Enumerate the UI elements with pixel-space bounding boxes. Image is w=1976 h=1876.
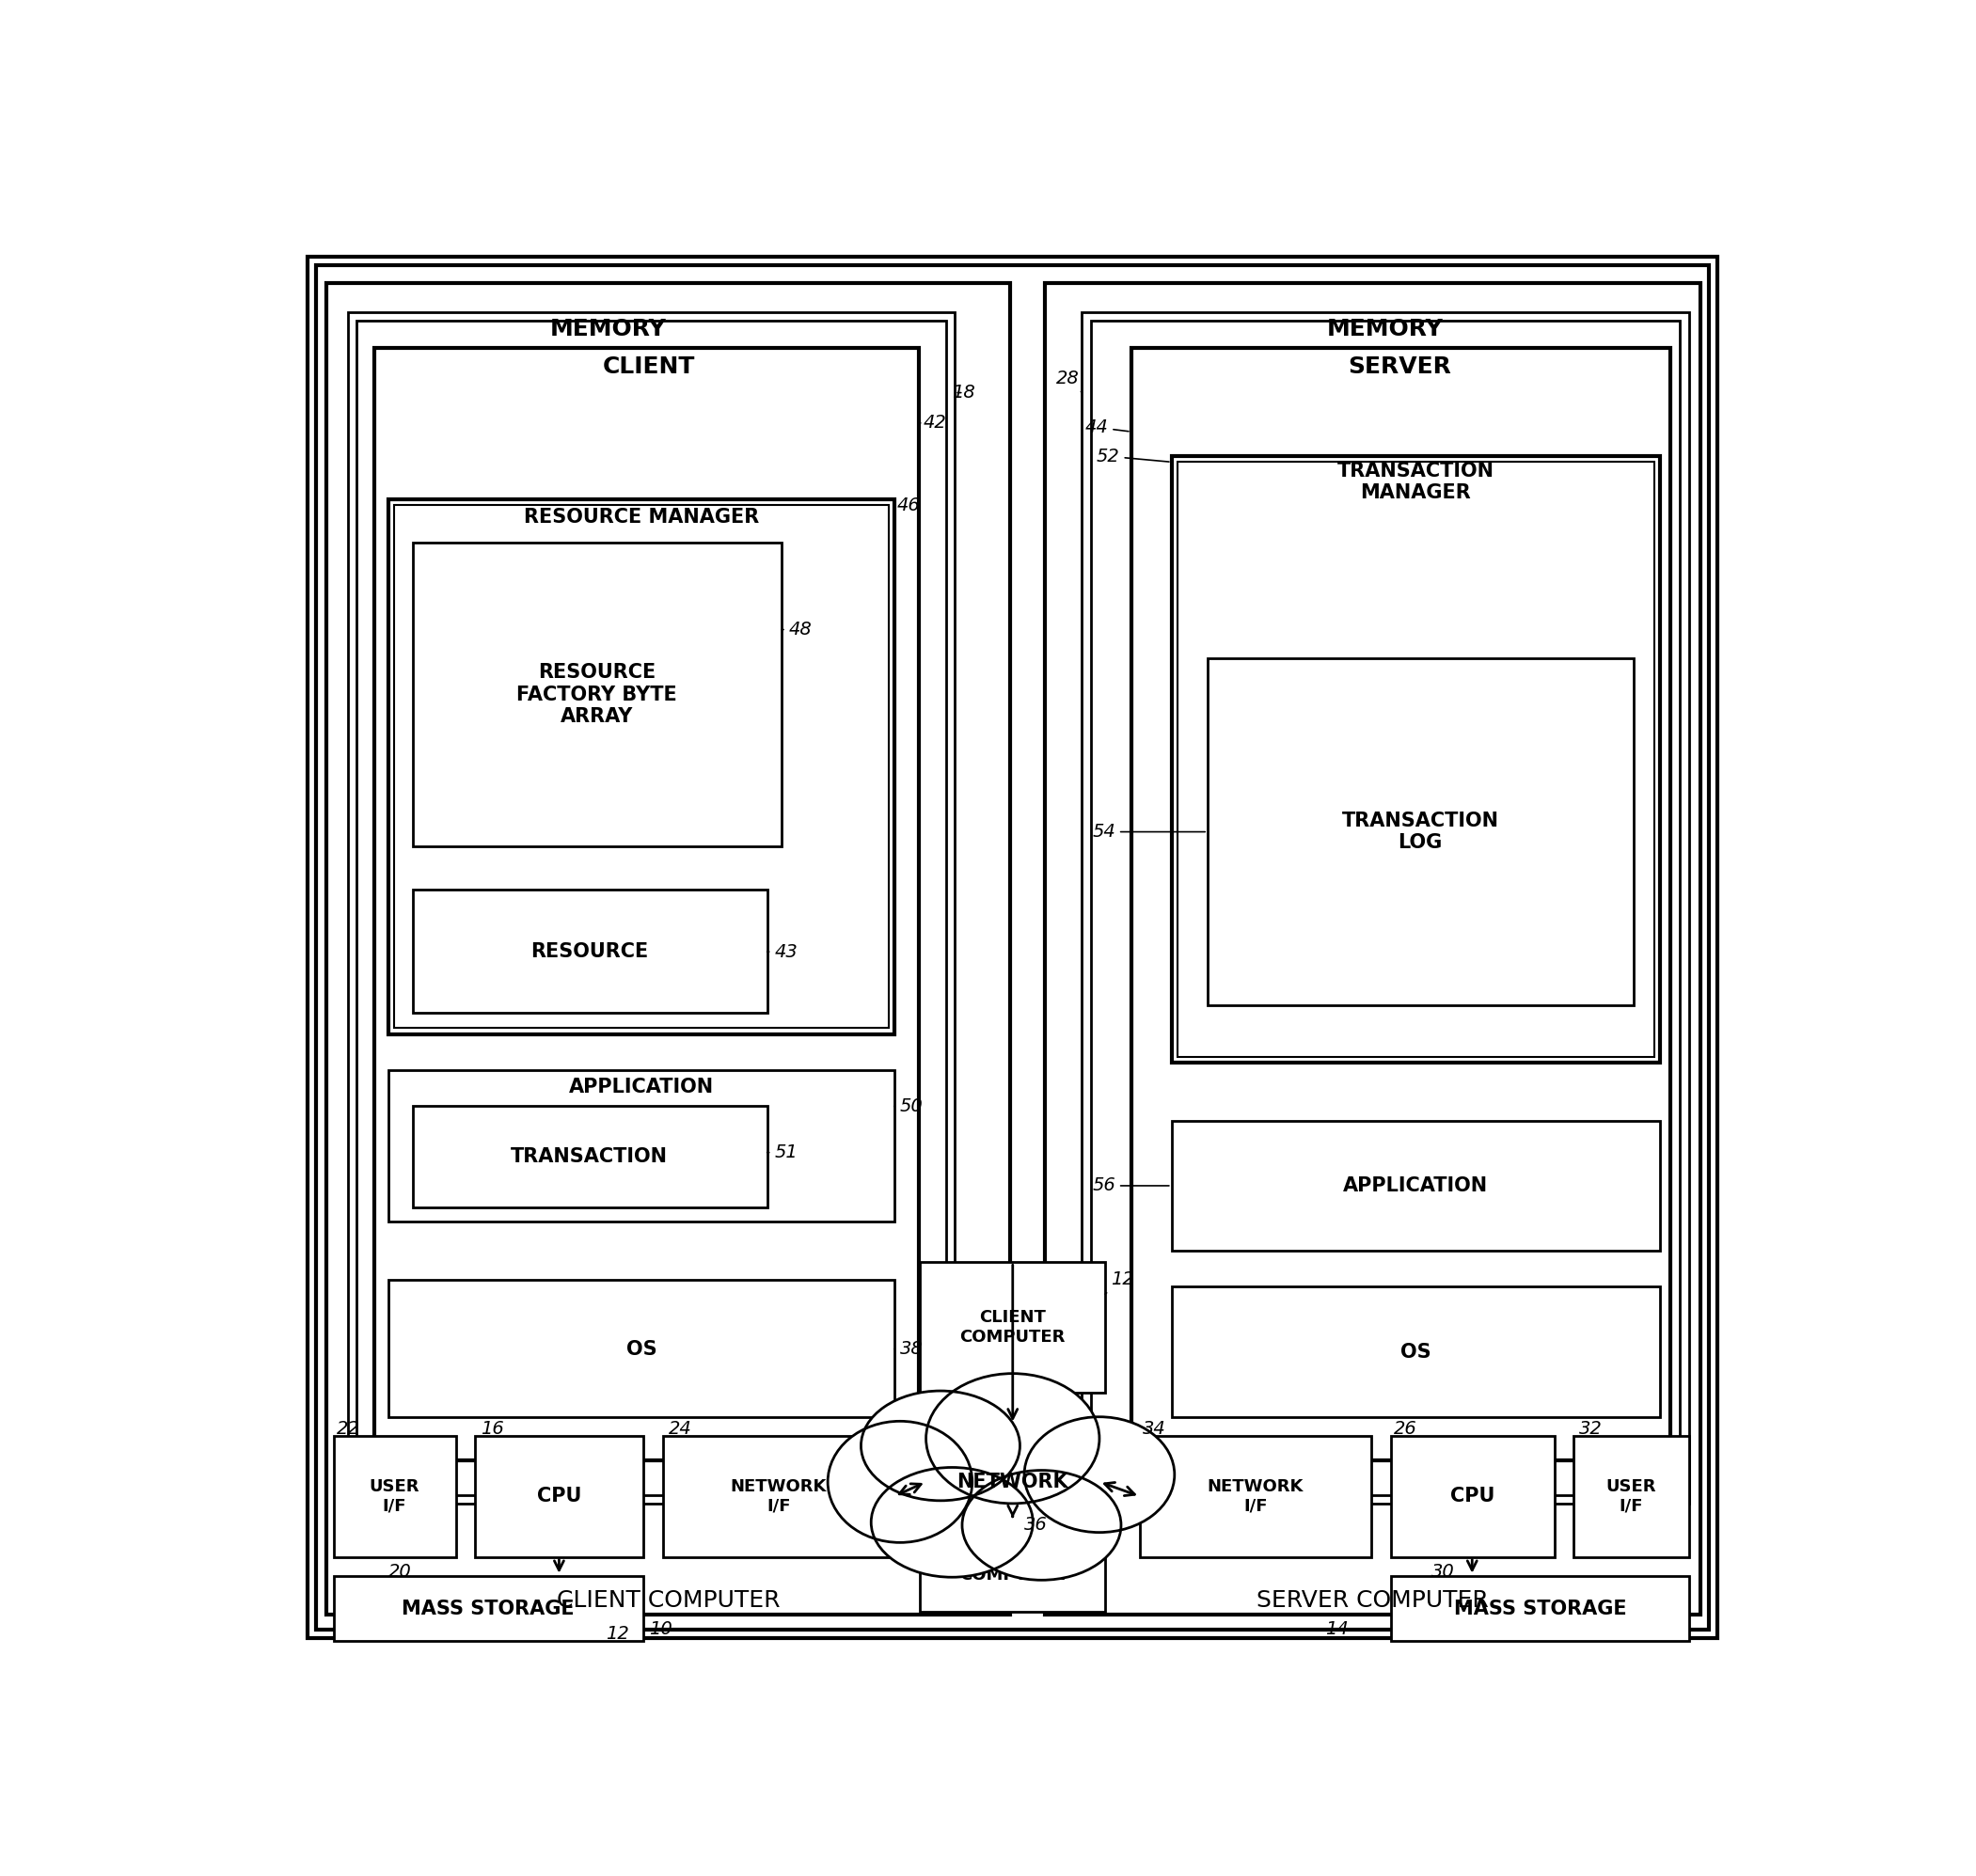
Bar	[1045, 283, 1701, 1615]
Text: CPU: CPU	[537, 1488, 581, 1506]
Text: TRANSACTION: TRANSACTION	[512, 1148, 668, 1167]
Text: MEMORY: MEMORY	[549, 317, 666, 340]
Text: 20: 20	[389, 1563, 411, 1580]
Text: APPLICATION: APPLICATION	[569, 1079, 713, 1097]
Ellipse shape	[927, 1373, 1099, 1503]
Text: NETWORK: NETWORK	[956, 1473, 1069, 1491]
Bar	[1083, 311, 1689, 1503]
Ellipse shape	[962, 1471, 1120, 1580]
Bar	[334, 1576, 642, 1642]
Text: MEMORY: MEMORY	[1328, 317, 1444, 340]
Bar	[1172, 1120, 1660, 1251]
Bar	[413, 542, 782, 846]
Text: USER
I/F: USER I/F	[1606, 1478, 1656, 1514]
Bar	[413, 1107, 767, 1208]
Text: NETWORK
I/F: NETWORK I/F	[1207, 1478, 1304, 1514]
Text: RESOURCE: RESOURCE	[530, 942, 648, 961]
Bar	[334, 1435, 456, 1557]
Bar	[1172, 456, 1660, 1064]
Text: MASS STORAGE: MASS STORAGE	[1454, 1600, 1626, 1619]
Text: 43: 43	[767, 944, 798, 961]
Text: CLIENT: CLIENT	[603, 355, 696, 377]
Text: 24: 24	[668, 1420, 692, 1437]
Text: 38: 38	[895, 1339, 923, 1358]
Ellipse shape	[1024, 1416, 1174, 1533]
Text: 18: 18	[952, 385, 976, 401]
Text: CLIENT COMPUTER: CLIENT COMPUTER	[557, 1589, 781, 1611]
Text: SERVER: SERVER	[1348, 355, 1452, 377]
Text: 56: 56	[1093, 1176, 1170, 1195]
Bar	[389, 1069, 895, 1221]
Bar	[348, 311, 954, 1503]
Text: MASS STORAGE: MASS STORAGE	[401, 1600, 575, 1619]
Text: 16: 16	[480, 1420, 504, 1437]
Text: USER
I/F: USER I/F	[370, 1478, 419, 1514]
Bar	[664, 1435, 895, 1557]
Text: 22: 22	[336, 1420, 360, 1437]
Ellipse shape	[828, 1422, 972, 1542]
Ellipse shape	[871, 1467, 1033, 1578]
Bar	[476, 1435, 642, 1557]
Text: SERVER COMPUTER: SERVER COMPUTER	[1257, 1589, 1488, 1611]
Text: OS: OS	[1401, 1343, 1431, 1362]
Text: CLIENT
COMPUTER: CLIENT COMPUTER	[960, 1309, 1065, 1345]
Text: 30: 30	[1433, 1563, 1454, 1580]
Bar	[921, 1263, 1105, 1392]
Bar	[358, 321, 947, 1495]
Text: 51: 51	[767, 1144, 798, 1161]
Text: 28: 28	[1055, 370, 1083, 392]
Text: TRANSACTION
LOG: TRANSACTION LOG	[1342, 812, 1498, 852]
Text: RESOURCE
FACTORY BYTE
ARRAY: RESOURCE FACTORY BYTE ARRAY	[516, 664, 678, 726]
Text: 44: 44	[1085, 418, 1128, 437]
Bar	[389, 1279, 895, 1416]
Bar	[1178, 461, 1654, 1058]
Text: CPU: CPU	[1450, 1488, 1494, 1506]
Bar	[1140, 1435, 1371, 1557]
Text: 54: 54	[1093, 824, 1205, 840]
Bar	[1091, 321, 1680, 1495]
Text: 42: 42	[919, 415, 947, 431]
Ellipse shape	[862, 1390, 1020, 1501]
Bar	[1391, 1435, 1555, 1557]
Text: 46: 46	[895, 497, 921, 514]
Bar	[389, 499, 895, 1034]
Text: NETWORK
I/F: NETWORK I/F	[731, 1478, 826, 1514]
Text: TRANSACTION
MANAGER: TRANSACTION MANAGER	[1338, 461, 1494, 503]
Bar	[1391, 1576, 1689, 1642]
Text: 34: 34	[1142, 1420, 1166, 1437]
Bar	[326, 283, 1010, 1615]
Text: 50: 50	[895, 1097, 923, 1114]
Bar	[921, 1518, 1105, 1611]
Bar	[1207, 658, 1634, 1006]
Text: 36: 36	[1024, 1516, 1047, 1535]
Bar	[395, 505, 889, 1028]
Text: RESOURCE MANAGER: RESOURCE MANAGER	[524, 508, 759, 527]
Text: 52: 52	[1097, 446, 1170, 465]
Bar	[373, 347, 919, 1460]
Text: 26: 26	[1395, 1420, 1417, 1437]
Bar	[1573, 1435, 1689, 1557]
Text: OS: OS	[626, 1339, 656, 1358]
Text: 10: 10	[648, 1621, 672, 1638]
Text: 12: 12	[605, 1625, 628, 1643]
Bar	[1172, 1287, 1660, 1416]
Bar	[1130, 347, 1670, 1460]
Text: APPLICATION: APPLICATION	[1344, 1176, 1488, 1195]
Text: 14: 14	[1324, 1621, 1348, 1638]
Text: 32: 32	[1579, 1420, 1603, 1437]
Text: 12: 12	[1105, 1270, 1134, 1294]
Text: SERVER
COMPUTER: SERVER COMPUTER	[960, 1548, 1065, 1583]
Bar	[413, 889, 767, 1013]
Text: 48: 48	[782, 621, 812, 638]
